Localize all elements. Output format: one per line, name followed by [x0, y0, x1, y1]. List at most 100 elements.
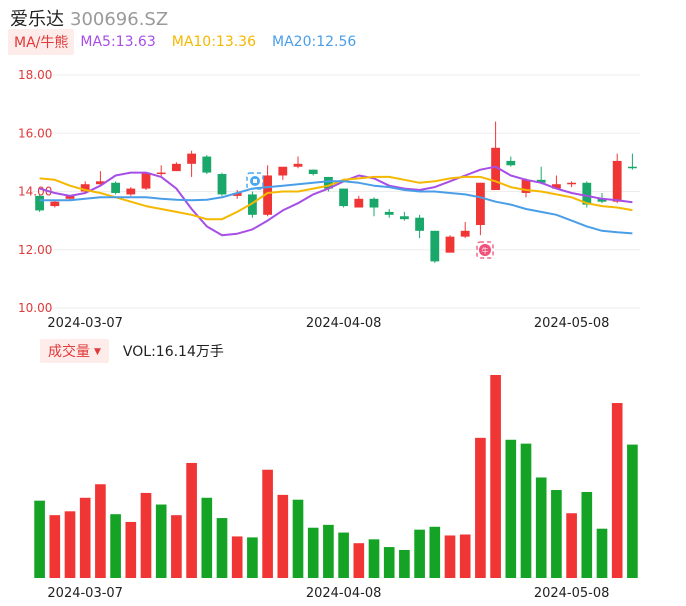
- volume-bar[interactable]: [459, 534, 471, 579]
- volume-bar[interactable]: [520, 443, 532, 578]
- candle[interactable]: [232, 190, 242, 199]
- candle-body: [460, 230, 470, 237]
- volume-bars: [34, 375, 638, 579]
- ma-toggle-button[interactable]: MA/牛熊: [8, 29, 75, 55]
- volume-bar[interactable]: [292, 499, 304, 578]
- candle-body: [506, 160, 516, 166]
- volume-bar[interactable]: [49, 515, 61, 578]
- candle[interactable]: [567, 181, 577, 188]
- candle[interactable]: [445, 235, 455, 253]
- candle[interactable]: [339, 188, 349, 208]
- candlesticks: [35, 121, 637, 263]
- candle-body: [308, 169, 318, 175]
- candle[interactable]: [50, 200, 60, 208]
- volume-bar[interactable]: [34, 500, 45, 578]
- volume-bar[interactable]: [323, 524, 334, 578]
- volume-bar[interactable]: [627, 444, 638, 578]
- volume-bar[interactable]: [201, 497, 213, 578]
- volume-indicator-dropdown[interactable]: 成交量 ▼: [40, 339, 109, 363]
- candle[interactable]: [521, 178, 531, 198]
- candle[interactable]: [263, 165, 273, 217]
- candle[interactable]: [536, 166, 546, 185]
- candle-body: [354, 198, 364, 208]
- candle[interactable]: [551, 175, 561, 189]
- volume-bar[interactable]: [566, 513, 577, 578]
- candle[interactable]: [460, 222, 470, 239]
- volume-bar[interactable]: [171, 515, 182, 578]
- candle-body: [384, 211, 394, 215]
- volume-bar[interactable]: [338, 532, 349, 578]
- moving-average-lines: [39, 165, 633, 237]
- volume-bar[interactable]: [110, 514, 121, 578]
- y-tick-label: 18.00: [18, 68, 52, 82]
- volume-bar[interactable]: [383, 547, 395, 578]
- volume-bar[interactable]: [505, 439, 517, 578]
- volume-bar[interactable]: [307, 527, 319, 578]
- volume-bar[interactable]: [444, 535, 456, 578]
- candle[interactable]: [627, 153, 637, 170]
- volume-bar[interactable]: [95, 484, 106, 578]
- volume-bar[interactable]: [535, 477, 547, 578]
- candle[interactable]: [354, 195, 364, 208]
- volume-bar[interactable]: [140, 492, 152, 578]
- volume-bar[interactable]: [216, 518, 228, 578]
- volume-bar[interactable]: [399, 549, 410, 578]
- candle[interactable]: [171, 162, 181, 172]
- volume-bar[interactable]: [551, 490, 562, 578]
- volume-bar[interactable]: [79, 497, 91, 578]
- volume-bar[interactable]: [475, 437, 486, 578]
- candle[interactable]: [187, 150, 197, 177]
- volume-value: VOL:16.14万手: [122, 344, 224, 360]
- volume-bar[interactable]: [262, 469, 273, 578]
- volume-bar[interactable]: [611, 403, 623, 578]
- buy-signal-icon[interactable]: [246, 172, 264, 190]
- candle-body: [339, 188, 349, 207]
- candle[interactable]: [202, 155, 212, 175]
- volume-bar[interactable]: [186, 462, 197, 578]
- volume-bar[interactable]: [277, 494, 289, 578]
- volume-bar[interactable]: [64, 511, 76, 578]
- candle-body: [536, 179, 546, 183]
- volume-bar[interactable]: [155, 504, 167, 578]
- candle[interactable]: [247, 191, 257, 218]
- candle[interactable]: [156, 165, 166, 177]
- volume-bar[interactable]: [596, 528, 608, 578]
- candle[interactable]: [415, 214, 425, 239]
- candle[interactable]: [506, 156, 516, 167]
- candle[interactable]: [430, 230, 440, 263]
- x-tick-label: 2024-03-07: [47, 316, 123, 331]
- x-tick-label: 2024-05-08: [534, 586, 610, 601]
- candle[interactable]: [217, 172, 227, 196]
- price-axis: 10.00 12.00 14.00 16.00 18.00: [18, 68, 52, 315]
- candle[interactable]: [308, 169, 318, 176]
- candle[interactable]: [278, 166, 288, 180]
- volume-bar[interactable]: [414, 529, 425, 578]
- candle[interactable]: [35, 194, 45, 212]
- volume-bar[interactable]: [247, 537, 258, 578]
- candle-body: [247, 194, 257, 215]
- candle[interactable]: [95, 171, 105, 186]
- candle[interactable]: [612, 153, 622, 204]
- volume-bar[interactable]: [231, 536, 243, 578]
- volume-bar[interactable]: [429, 526, 441, 578]
- volume-bar[interactable]: [125, 521, 137, 578]
- candle[interactable]: [141, 172, 151, 191]
- candle-body: [111, 182, 121, 193]
- volume-bar[interactable]: [490, 375, 501, 578]
- volume-bar[interactable]: [581, 491, 593, 578]
- candle[interactable]: [111, 181, 121, 195]
- candle[interactable]: [399, 211, 409, 221]
- candle-body: [202, 156, 212, 173]
- candle[interactable]: [475, 182, 485, 236]
- candle[interactable]: [293, 156, 303, 169]
- candle[interactable]: [491, 121, 501, 191]
- volume-bar[interactable]: [353, 543, 365, 578]
- bull-signal-icon[interactable]: 牛: [476, 241, 494, 259]
- candle[interactable]: [384, 208, 394, 218]
- candle[interactable]: [369, 197, 379, 217]
- candle[interactable]: [126, 187, 136, 196]
- volume-bar[interactable]: [368, 539, 380, 578]
- candle-body: [369, 198, 379, 208]
- candle-body: [521, 179, 531, 193]
